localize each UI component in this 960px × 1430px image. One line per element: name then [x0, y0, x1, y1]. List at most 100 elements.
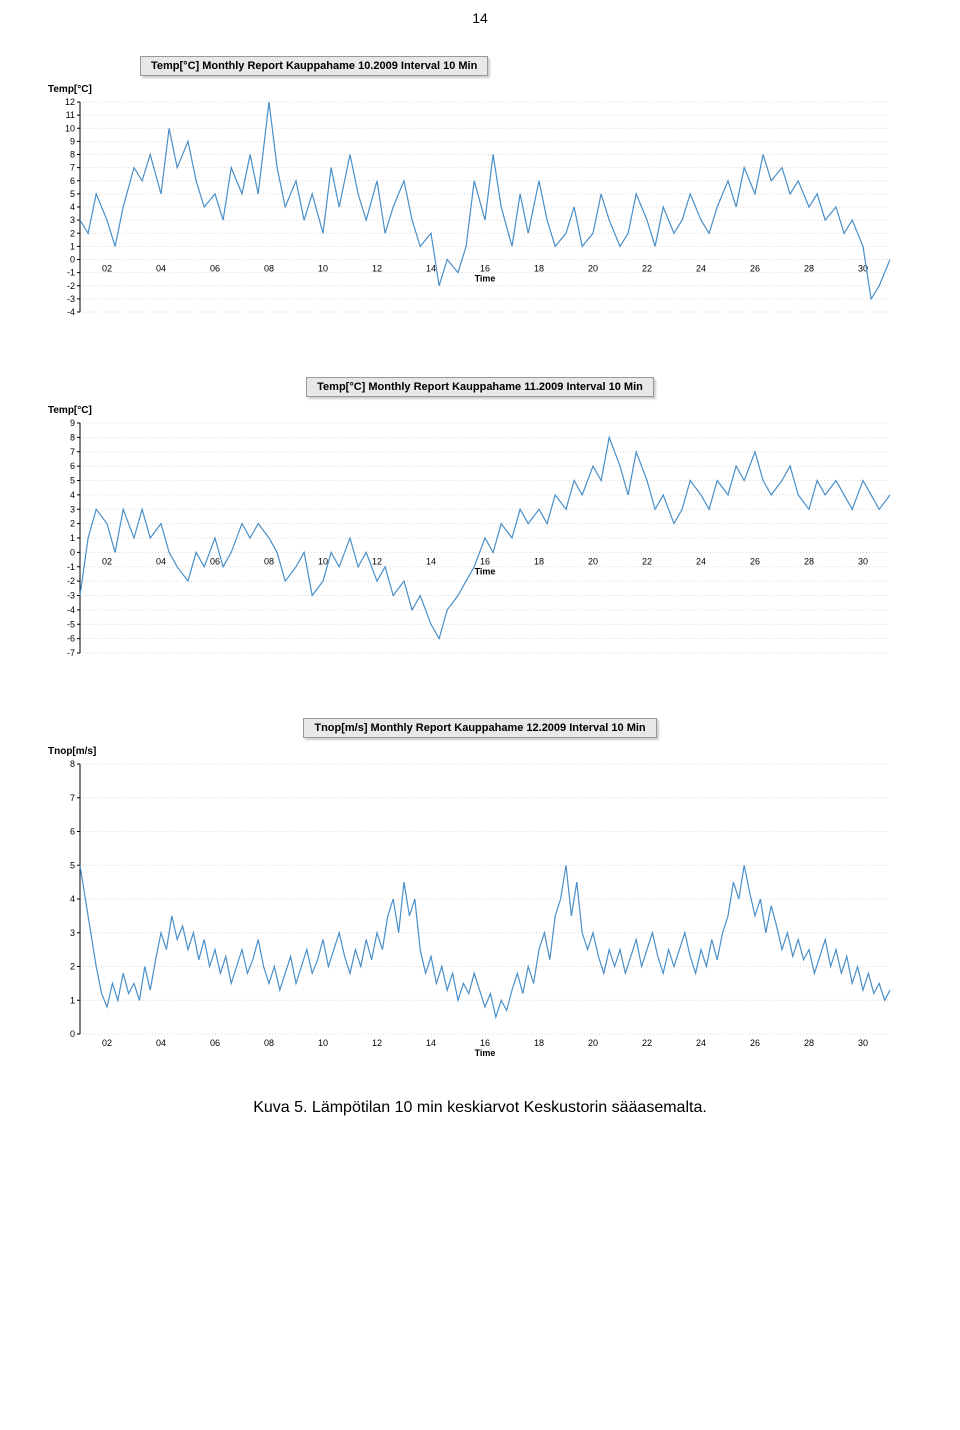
svg-text:22: 22 [642, 1038, 652, 1048]
svg-text:5: 5 [70, 860, 75, 870]
svg-text:5: 5 [70, 189, 75, 199]
svg-text:18: 18 [534, 556, 544, 566]
svg-text:22: 22 [642, 264, 652, 274]
svg-text:-3: -3 [67, 591, 75, 601]
svg-text:02: 02 [102, 1038, 112, 1048]
svg-text:-4: -4 [67, 605, 75, 615]
svg-text:Time: Time [475, 274, 496, 284]
svg-text:3: 3 [70, 504, 75, 514]
svg-text:12: 12 [372, 556, 382, 566]
svg-text:7: 7 [70, 447, 75, 457]
svg-text:26: 26 [750, 556, 760, 566]
svg-text:14: 14 [426, 556, 436, 566]
svg-text:9: 9 [70, 136, 75, 146]
chart-title-2: Tnop[m/s] Monthly Report Kauppahame 12.2… [303, 718, 656, 738]
chart-title-1: Temp[°C] Monthly Report Kauppahame 11.20… [306, 377, 654, 397]
svg-text:3: 3 [70, 215, 75, 225]
svg-text:16: 16 [480, 1038, 490, 1048]
svg-text:6: 6 [70, 176, 75, 186]
svg-text:0: 0 [70, 547, 75, 557]
svg-text:1: 1 [70, 995, 75, 1005]
svg-text:-6: -6 [67, 634, 75, 644]
svg-text:02: 02 [102, 264, 112, 274]
svg-text:11: 11 [66, 110, 75, 120]
svg-text:12: 12 [372, 1038, 382, 1048]
svg-text:10: 10 [318, 556, 328, 566]
svg-text:16: 16 [480, 556, 490, 566]
svg-text:14: 14 [426, 1038, 436, 1048]
svg-text:1: 1 [70, 533, 75, 543]
svg-text:4: 4 [70, 894, 75, 904]
svg-text:30: 30 [858, 556, 868, 566]
svg-text:24: 24 [696, 264, 706, 274]
svg-text:6: 6 [70, 461, 75, 471]
svg-text:24: 24 [696, 556, 706, 566]
chart-ylabel-2: Tnop[m/s] [40, 746, 920, 757]
svg-text:-5: -5 [67, 619, 75, 629]
svg-text:6: 6 [70, 827, 75, 837]
svg-text:-1: -1 [67, 562, 75, 572]
chart-container-2: Tnop[m/s] Monthly Report Kauppahame 12.2… [40, 718, 920, 1059]
svg-text:10: 10 [318, 264, 328, 274]
svg-text:28: 28 [804, 1038, 814, 1048]
svg-text:04: 04 [156, 556, 166, 566]
svg-text:12: 12 [372, 264, 382, 274]
svg-text:-2: -2 [67, 281, 75, 291]
chart-2: 012345678020406081012141618202224262830T… [40, 759, 900, 1059]
svg-text:24: 24 [696, 1038, 706, 1048]
svg-text:08: 08 [264, 1038, 274, 1048]
figure-caption: Kuva 5. Lämpötilan 10 min keskiarvot Kes… [0, 1099, 960, 1137]
svg-text:8: 8 [70, 150, 75, 160]
chart-container-1: Temp[°C] Monthly Report Kauppahame 11.20… [40, 377, 920, 678]
svg-text:7: 7 [70, 793, 75, 803]
chart-container-0: Temp[°C] Monthly Report Kauppahame 10.20… [40, 56, 920, 337]
svg-text:8: 8 [70, 759, 75, 769]
svg-text:22: 22 [642, 556, 652, 566]
svg-text:28: 28 [804, 264, 814, 274]
svg-text:18: 18 [534, 264, 544, 274]
svg-text:10: 10 [65, 123, 75, 133]
svg-text:06: 06 [210, 1038, 220, 1048]
svg-text:3: 3 [70, 928, 75, 938]
svg-text:4: 4 [70, 202, 75, 212]
svg-text:-7: -7 [67, 648, 75, 658]
svg-text:30: 30 [858, 1038, 868, 1048]
svg-text:9: 9 [70, 418, 75, 428]
svg-text:Time: Time [475, 1048, 496, 1058]
svg-text:16: 16 [480, 264, 490, 274]
chart-ylabel-1: Temp[°C] [40, 405, 920, 416]
svg-text:7: 7 [70, 163, 75, 173]
svg-text:-1: -1 [67, 268, 75, 278]
svg-text:2: 2 [70, 519, 75, 529]
svg-text:2: 2 [70, 962, 75, 972]
chart-title-0: Temp[°C] Monthly Report Kauppahame 10.20… [140, 56, 488, 76]
svg-text:20: 20 [588, 264, 598, 274]
svg-text:-2: -2 [67, 576, 75, 586]
svg-text:08: 08 [264, 264, 274, 274]
chart-ylabel-0: Temp[°C] [40, 84, 920, 95]
page-number: 14 [0, 0, 960, 56]
chart-1: -7-6-5-4-3-2-101234567890204060810121416… [40, 418, 900, 678]
svg-text:2: 2 [70, 228, 75, 238]
svg-text:4: 4 [70, 490, 75, 500]
svg-text:Time: Time [475, 566, 496, 576]
svg-text:02: 02 [102, 556, 112, 566]
svg-text:0: 0 [70, 255, 75, 265]
svg-text:06: 06 [210, 264, 220, 274]
svg-text:04: 04 [156, 264, 166, 274]
chart-0: -4-3-2-101234567891011120204060810121416… [40, 97, 900, 337]
svg-text:26: 26 [750, 1038, 760, 1048]
svg-text:0: 0 [70, 1029, 75, 1039]
svg-text:1: 1 [70, 241, 75, 251]
svg-text:26: 26 [750, 264, 760, 274]
svg-text:5: 5 [70, 476, 75, 486]
svg-text:08: 08 [264, 556, 274, 566]
svg-text:-4: -4 [67, 307, 75, 317]
svg-text:04: 04 [156, 1038, 166, 1048]
svg-text:18: 18 [534, 1038, 544, 1048]
svg-text:20: 20 [588, 1038, 598, 1048]
svg-text:10: 10 [318, 1038, 328, 1048]
svg-text:12: 12 [65, 97, 75, 107]
svg-text:8: 8 [70, 432, 75, 442]
svg-text:20: 20 [588, 556, 598, 566]
